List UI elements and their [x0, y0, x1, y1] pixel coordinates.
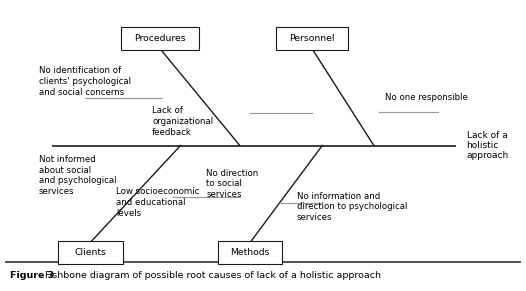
Text: Not informed
about social
and psychological
services: Not informed about social and psychologi…	[39, 155, 116, 196]
Text: Lack of
organizational
feedback: Lack of organizational feedback	[152, 106, 214, 136]
Text: Personnel: Personnel	[289, 34, 335, 43]
Text: Methods: Methods	[230, 248, 270, 257]
Text: Procedures: Procedures	[134, 34, 186, 43]
Text: Clients: Clients	[74, 248, 106, 257]
Text: Low socioeconomic
and educational
levels: Low socioeconomic and educational levels	[116, 187, 199, 218]
Text: Fishbone diagram of possible root causes of lack of a holistic approach: Fishbone diagram of possible root causes…	[45, 271, 381, 280]
FancyBboxPatch shape	[58, 241, 123, 264]
Text: Lack of a
holistic
approach: Lack of a holistic approach	[467, 131, 509, 160]
FancyBboxPatch shape	[218, 241, 282, 264]
FancyBboxPatch shape	[276, 27, 348, 50]
Text: No identification of
clients' psychological
and social concerns: No identification of clients' psychologi…	[39, 66, 131, 97]
Text: No one responsible: No one responsible	[385, 93, 468, 102]
Text: No information and
direction to psychological
services: No information and direction to psycholo…	[297, 191, 407, 222]
Text: Figure 3: Figure 3	[11, 271, 58, 280]
Text: No direction
to social
services: No direction to social services	[206, 169, 259, 199]
FancyBboxPatch shape	[121, 27, 199, 50]
